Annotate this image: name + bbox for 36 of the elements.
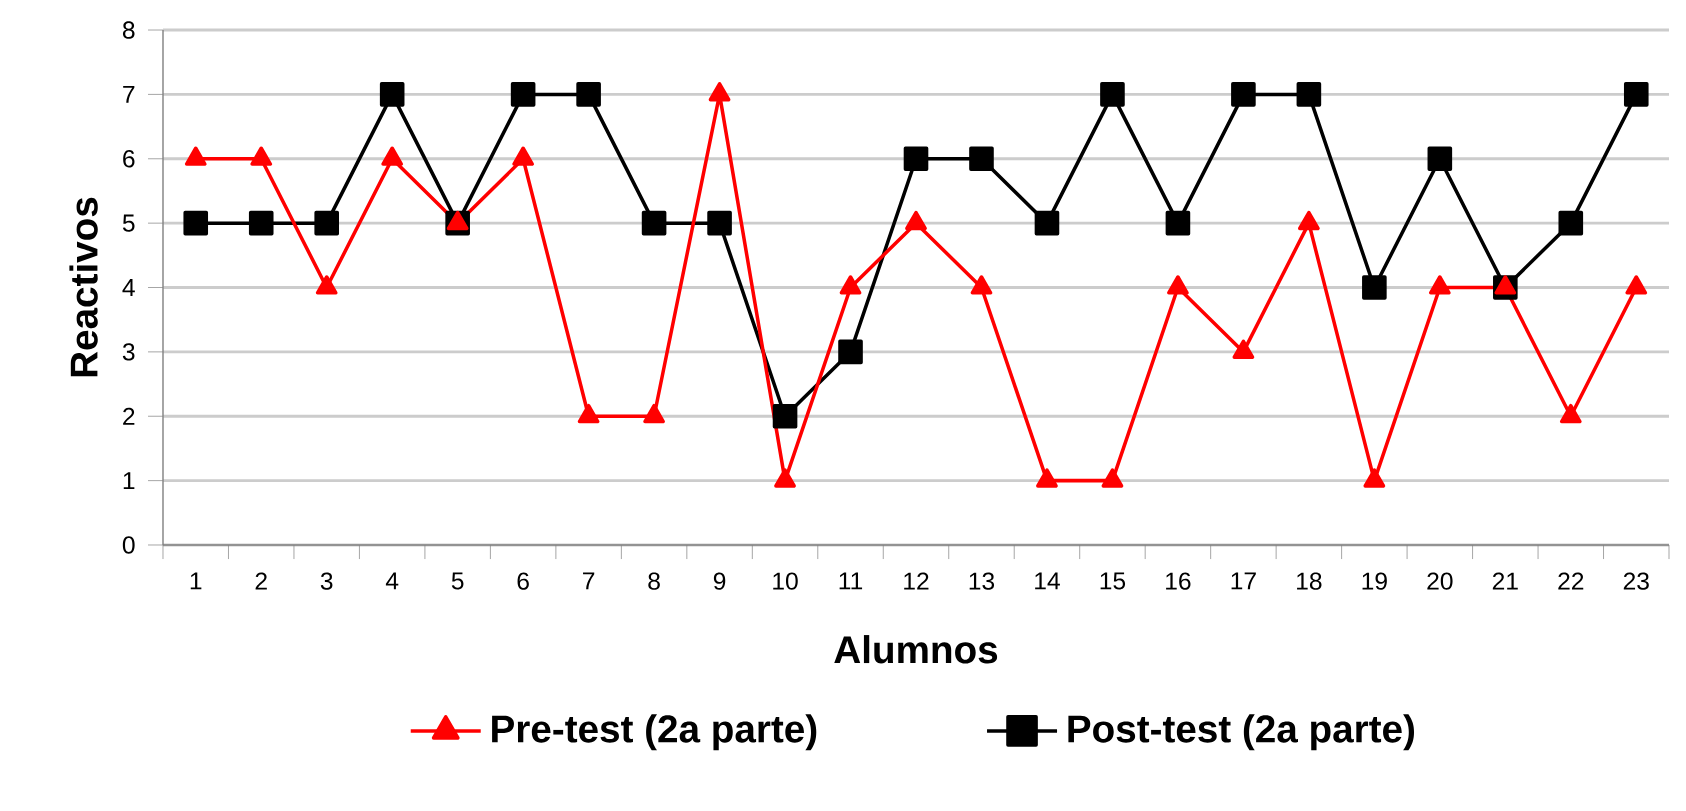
y-axis-title: Reactivos (69, 197, 98, 377)
x-tick-label: 7 (583, 572, 595, 590)
x-tick-label: 4 (385, 572, 399, 590)
x-tick-label: 13 (969, 572, 995, 590)
y-tick-label: 2 (123, 407, 135, 425)
y-tick-label: 4 (122, 279, 135, 296)
x-tick-label: 14 (1035, 572, 1060, 590)
x-tick-label: 1 (190, 572, 202, 590)
x-tick-label: 18 (1297, 572, 1322, 590)
x-tick-label: 20 (1427, 572, 1453, 590)
x-tick-label: 15 (1100, 572, 1126, 590)
x-tick-label: 2 (255, 572, 267, 590)
x-tick-label: 10 (773, 572, 798, 590)
x-tick-label: 19 (1362, 572, 1387, 590)
y-tick-label: 7 (123, 85, 135, 103)
y-tick-label: 5 (122, 214, 135, 232)
x-tick-label: 21 (1492, 572, 1518, 590)
x-tick-label: 17 (1231, 572, 1256, 590)
y-tick-label: 0 (122, 536, 135, 554)
x-tick-label: 6 (517, 572, 529, 590)
x-tick-label: 12 (904, 572, 929, 590)
x-tick-label: 23 (1623, 572, 1649, 590)
y-tick-label: 3 (122, 343, 135, 361)
y-tick-label: 8 (122, 21, 135, 39)
x-tick-label: 8 (648, 572, 660, 590)
y-tick-label: 6 (123, 150, 135, 168)
legend-label: Post-test (2a parte) (1068, 714, 1415, 751)
x-tick-label: 9 (713, 572, 726, 590)
x-axis-title: Alumnos (834, 635, 998, 664)
legend-label: Pre-test (2a parte) (492, 714, 817, 751)
x-tick-label: 3 (320, 572, 333, 590)
x-tick-label: 11 (839, 572, 863, 590)
y-tick-label: 1 (123, 472, 135, 490)
x-tick-label: 5 (451, 572, 464, 590)
x-tick-label: 22 (1558, 572, 1584, 590)
x-tick-label: 16 (1166, 572, 1191, 590)
